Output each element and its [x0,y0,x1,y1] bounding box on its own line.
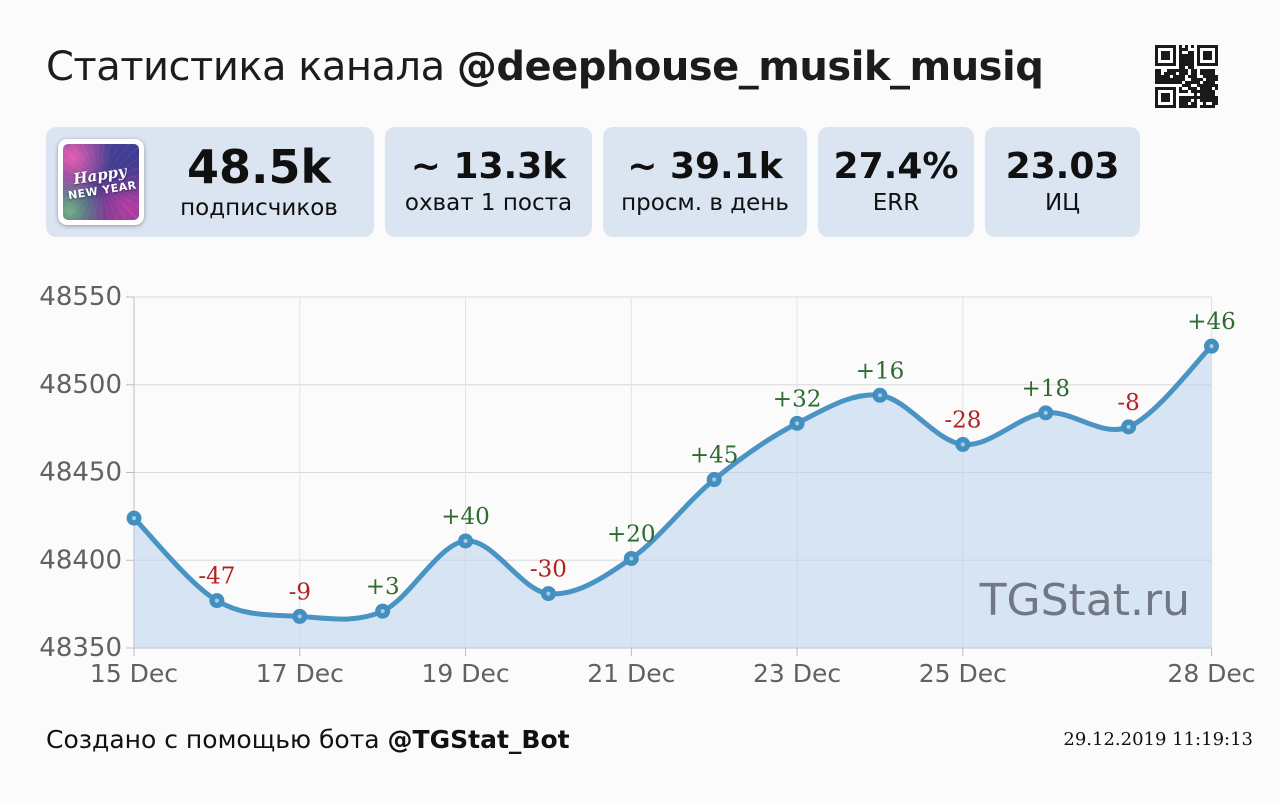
y-axis-label: 48500 [39,370,122,400]
data-point-center [214,598,219,603]
change-label: +3 [366,574,400,600]
stats-row: Happy NEW YEAR 48.5k подписчиков ~ 13.3k… [46,127,1140,237]
title-prefix: Статистика канала [46,44,457,90]
data-point-center [960,442,965,447]
subscribers-value: 48.5k [186,139,332,194]
data-point-center [132,516,136,521]
data-point-center [380,609,385,614]
generated-timestamp: 29.12.2019 11:19:13 [1063,728,1253,750]
change-label: -9 [289,579,311,605]
change-label: +46 [1187,309,1236,335]
x-axis-label: 25 Dec [919,659,1007,688]
y-axis-label: 48400 [39,545,122,575]
data-point-center [877,393,882,398]
change-label: -47 [198,564,235,590]
bot-handle: @TGStat_Bot [387,724,570,754]
data-point-center [629,556,634,561]
citation-index-value: 23.03 [1005,146,1120,188]
x-axis-label: 28 Dec [1167,659,1255,688]
x-axis-label: 21 Dec [587,659,675,688]
data-point-center [1126,424,1131,429]
avatar-image: Happy NEW YEAR [63,144,139,220]
data-point-center [297,614,302,619]
stat-err: 27.4% ERR [818,127,974,237]
stat-post-reach: ~ 13.3k охват 1 поста [385,127,592,237]
x-axis-label: 23 Dec [753,659,841,688]
x-axis-label: 19 Dec [421,659,509,688]
subscribers-chart: 48350 48400 48450 48500 48550 15 Dec 17 Dec 19 … [0,268,1280,703]
subscribers-line [131,343,1214,622]
change-label: +20 [607,521,656,547]
avatar-caption: Happy NEW YEAR [67,162,138,203]
stat-daily-views: ~ 39.1k просм. в день [603,127,807,237]
y-axis-label: 48350 [39,633,122,663]
x-axis-label: 17 Dec [256,659,344,688]
subscribers-label: подписчиков [180,195,338,222]
footer: Создано с помощью бота @TGStat_Bot 29.12… [46,720,1253,758]
change-label: +18 [1021,376,1070,402]
data-point-center [463,538,468,543]
change-label: -30 [530,557,567,583]
change-label: +32 [773,386,822,412]
change-label: +45 [690,443,739,469]
err-value: 27.4% [833,146,959,188]
channel-handle: @deephouse_musik_musiq [456,44,1044,90]
data-point-center [712,477,717,482]
change-label: -8 [1117,390,1139,416]
data-point-center [1043,410,1048,415]
created-by-text: Создано с помощью бота @TGStat_Bot [46,724,570,754]
err-label: ERR [872,189,920,216]
daily-views-label: просм. в день [621,189,789,216]
stat-subscribers: Happy NEW YEAR 48.5k подписчиков [46,127,374,237]
change-label: -28 [944,407,981,433]
data-point-center [546,591,551,596]
data-point-center [1209,344,1214,349]
channel-avatar: Happy NEW YEAR [58,139,144,225]
change-label: +16 [856,358,905,384]
daily-views-value: ~ 39.1k [627,146,783,188]
post-reach-label: охват 1 поста [404,189,573,216]
change-label: +40 [441,504,490,530]
post-reach-value: ~ 13.3k [410,146,567,188]
avatar-rays-decor [63,144,139,220]
qr-code-icon [1155,45,1218,108]
y-axis-label: 48550 [39,282,122,312]
data-point-center [795,421,800,426]
citation-index-label: ИЦ [1044,189,1081,216]
page-title: Статистика канала @deephouse_musik_musiq [46,44,1044,90]
stat-citation-index: 23.03 ИЦ [985,127,1140,237]
y-axis-label: 48450 [39,458,122,488]
area-fill [134,346,1212,648]
watermark: TGStat.ru [979,575,1190,626]
x-axis-label: 15 Dec [90,659,178,688]
